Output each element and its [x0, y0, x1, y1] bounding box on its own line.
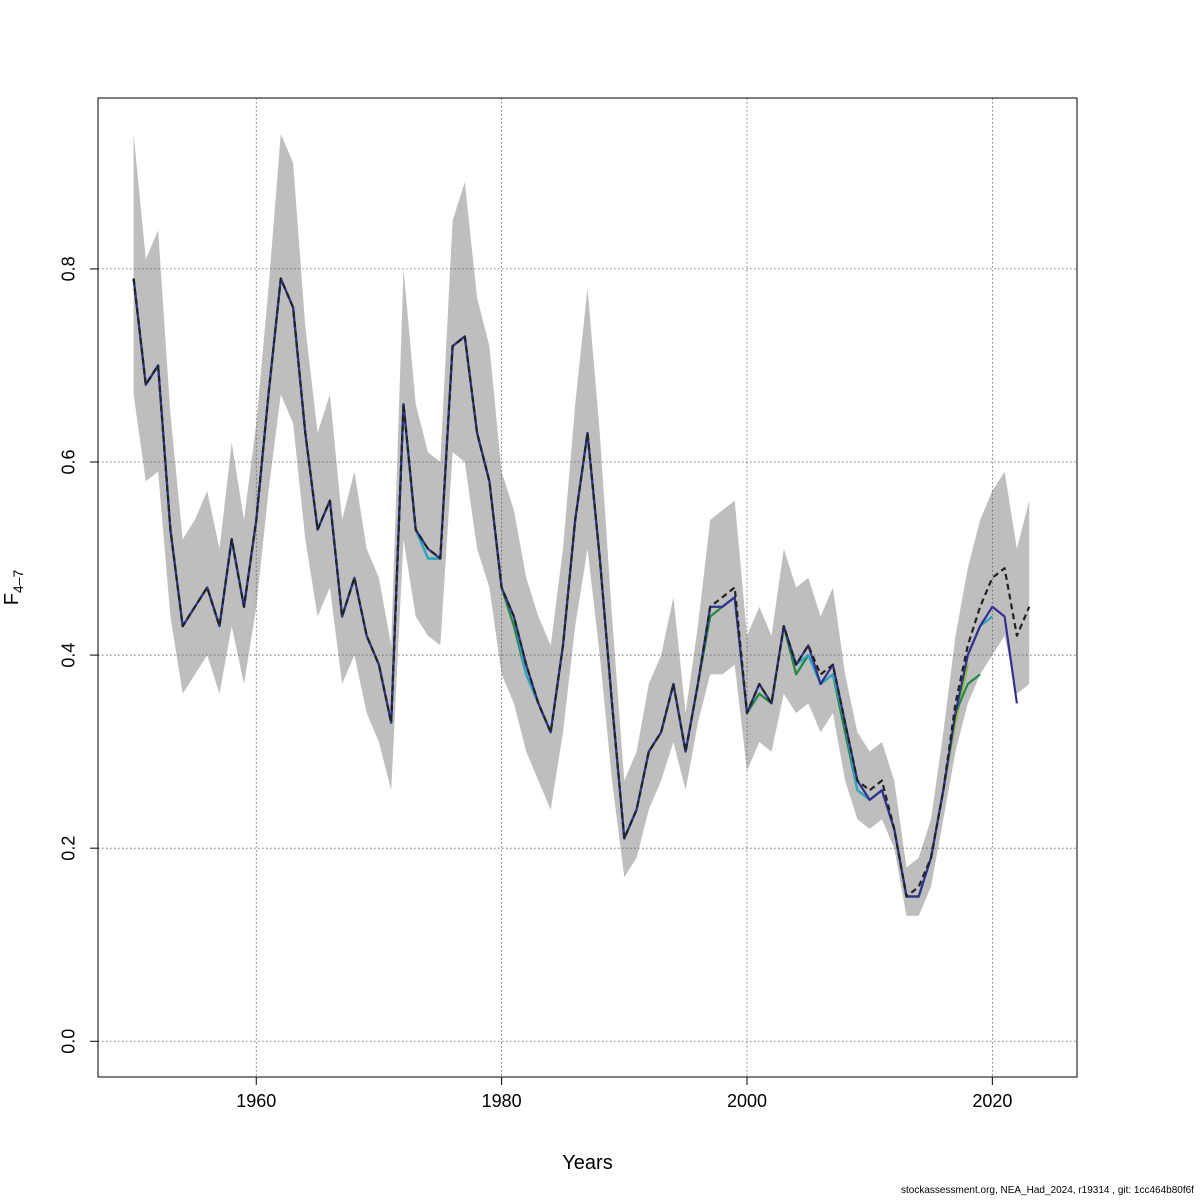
y-tick-label: 0.6 [59, 449, 79, 474]
x-tick-label: 2000 [727, 1091, 767, 1111]
y-tick-label: 0.0 [59, 1029, 79, 1054]
y-axis-label: F4–7 [1, 569, 26, 605]
y-tick-label: 0.8 [59, 256, 79, 281]
y-tick-label: 0.4 [59, 643, 79, 668]
series-layer [132, 277, 1031, 898]
y-axis-label-subscript: 4–7 [10, 569, 26, 593]
y-axis-label-main: F [1, 593, 23, 605]
plot-frame [97, 97, 1078, 1078]
x-tick-label: 2020 [972, 1091, 1012, 1111]
axis-layer: 1960 1980 2000 2020 0.0 0.2 0.4 0.6 0.8 [59, 256, 1013, 1111]
x-axis-label: Years [562, 1152, 612, 1174]
x-tick-label: 1960 [236, 1091, 276, 1111]
series-line-0 [132, 277, 1031, 898]
footer-credit: stockassessment.org, NEA_Had_2024, r1931… [901, 1185, 1194, 1196]
confidence-band [133, 133, 1030, 916]
confidence-band-layer [133, 133, 1030, 916]
x-tick-label: 1980 [482, 1091, 522, 1111]
y-tick-label: 0.2 [59, 836, 79, 861]
